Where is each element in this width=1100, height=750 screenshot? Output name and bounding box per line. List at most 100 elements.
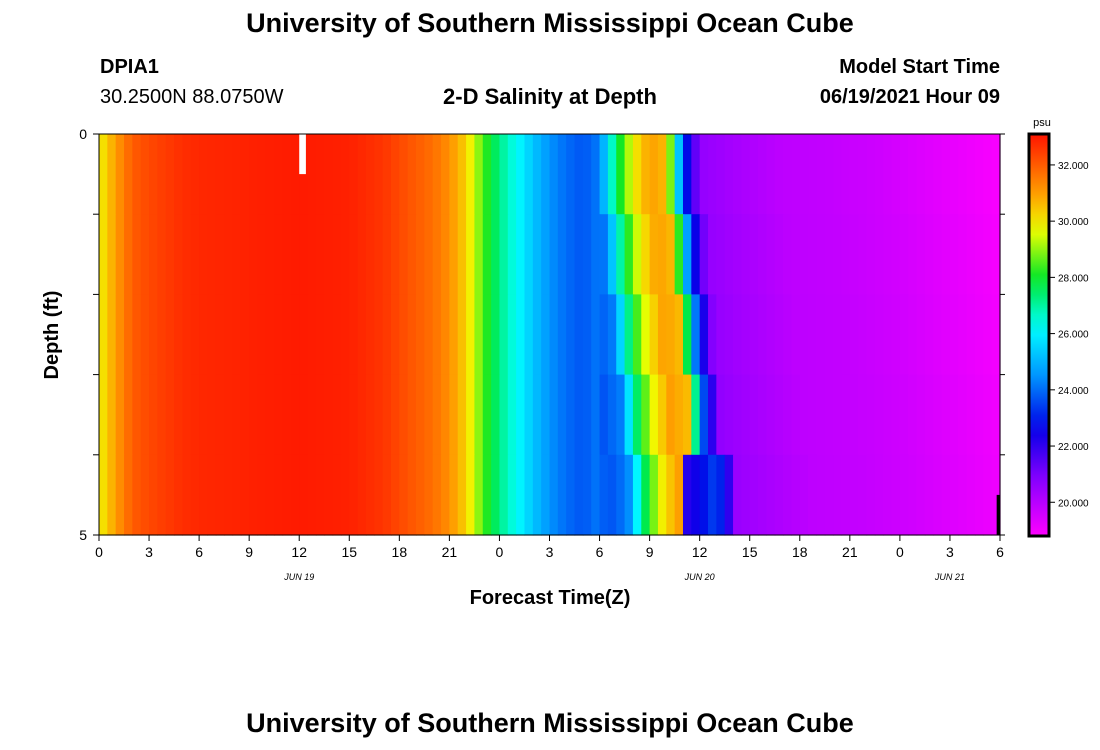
heatmap-cell xyxy=(382,134,392,215)
heatmap-cell xyxy=(891,214,901,295)
heatmap-cell xyxy=(874,134,884,215)
heatmap-cell xyxy=(582,374,592,456)
heatmap-cell xyxy=(708,374,717,456)
heatmap-cell xyxy=(783,134,793,215)
heatmap-cell xyxy=(682,134,692,215)
heatmap-cell xyxy=(833,294,843,376)
heatmap-cell xyxy=(232,454,242,536)
heatmap-cell xyxy=(190,214,200,295)
heatmap-cell xyxy=(657,454,667,536)
heatmap-cell xyxy=(824,374,834,456)
heatmap-cell xyxy=(165,134,175,215)
heatmap-cell xyxy=(265,214,275,295)
heatmap-cell xyxy=(624,134,634,215)
heatmap-cell xyxy=(983,134,993,215)
heatmap-cell xyxy=(407,294,417,376)
heatmap-cell xyxy=(916,374,926,456)
heatmap-cell xyxy=(466,134,476,215)
heatmap-cell xyxy=(307,374,317,456)
heatmap-cell xyxy=(749,454,759,536)
heatmap-cell xyxy=(449,294,459,376)
heatmap-cell xyxy=(132,374,142,456)
heatmap-cell xyxy=(140,374,150,456)
heatmap-cell xyxy=(791,454,801,536)
heatmap-cell xyxy=(199,214,209,295)
heatmap-cell xyxy=(416,134,425,215)
heatmap-cell xyxy=(641,214,651,295)
heatmap-cell xyxy=(866,214,876,295)
heatmap-cell xyxy=(282,134,292,215)
heatmap-cell xyxy=(99,294,108,376)
heatmap-cell xyxy=(657,214,667,295)
heatmap-cell xyxy=(449,374,459,456)
heatmap-cell xyxy=(799,454,809,536)
heatmap-cell xyxy=(691,374,701,456)
heatmap-cell xyxy=(766,454,776,536)
heatmap-cell xyxy=(874,454,884,536)
heatmap-cell xyxy=(115,134,125,215)
heatmap-cell xyxy=(249,294,259,376)
y-axis-label: Depth (ft) xyxy=(41,291,63,380)
heatmap-cell xyxy=(491,374,501,456)
heatmap-cell xyxy=(949,134,959,215)
heatmap-cell xyxy=(908,454,918,536)
heatmap-cell xyxy=(149,134,158,215)
x-tick-label: 0 xyxy=(496,544,504,560)
heatmap-cell xyxy=(107,294,117,376)
x-axis: 0 3 6 9 12 15 18 21 0 3 6 9 12 15 18 21 0 3 6 JUN 19 JUN 20 J… xyxy=(95,535,1004,582)
footer-title: University of Southern Mississippi Ocean… xyxy=(246,708,854,738)
heatmap-cell xyxy=(799,374,809,456)
heatmap-cell xyxy=(908,374,918,456)
heatmap-cell xyxy=(274,214,284,295)
heatmap-cell xyxy=(491,294,501,376)
x-tick-label: 6 xyxy=(195,544,203,560)
x-tick-label: 6 xyxy=(596,544,604,560)
heatmap-cell xyxy=(758,454,767,536)
heatmap-cell xyxy=(941,214,951,295)
heatmap-cell xyxy=(799,214,809,295)
heatmap-cell xyxy=(849,134,859,215)
heatmap-cell xyxy=(265,134,275,215)
heatmap-cell xyxy=(274,294,284,376)
heatmap-cell xyxy=(616,374,626,456)
heatmap-cell xyxy=(741,134,751,215)
heatmap-cell xyxy=(474,134,484,215)
heatmap-cell xyxy=(340,294,350,376)
heatmap-cell xyxy=(908,214,918,295)
heatmap-cell xyxy=(616,294,626,376)
heatmap-cell xyxy=(149,294,158,376)
x-axis-label: Forecast Time(Z) xyxy=(470,587,631,609)
heatmap-cell xyxy=(441,374,450,456)
heatmap-cell xyxy=(557,454,567,536)
heatmap-cell xyxy=(240,294,250,376)
heatmap-cell xyxy=(157,374,167,456)
heatmap-cell xyxy=(833,454,843,536)
heatmap-cell xyxy=(274,454,284,536)
heatmap-cell xyxy=(916,454,926,536)
heatmap-cell xyxy=(290,134,300,215)
heatmap-cell xyxy=(541,294,551,376)
heatmap-cell xyxy=(99,214,108,295)
heatmap-cell xyxy=(632,214,642,295)
heatmap-cell xyxy=(365,294,375,376)
heatmap-cell xyxy=(524,454,534,536)
heatmap-cell xyxy=(724,214,734,295)
heatmap-cell xyxy=(808,134,818,215)
heatmap-cell xyxy=(641,454,651,536)
heatmap-cell xyxy=(541,374,551,456)
heatmap-cell xyxy=(432,294,442,376)
heatmap-cell xyxy=(758,214,767,295)
x-tick-label: 9 xyxy=(646,544,654,560)
heatmap-cell xyxy=(466,374,476,456)
heatmap-cell xyxy=(207,134,217,215)
heatmap-cell xyxy=(257,214,267,295)
heatmap-cell xyxy=(407,214,417,295)
heatmap-cell xyxy=(874,294,884,376)
missing-data-marks xyxy=(299,134,1000,535)
heatmap-cell xyxy=(165,454,175,536)
heatmap-cell xyxy=(657,134,667,215)
heatmap-cell xyxy=(774,214,784,295)
heatmap-cell xyxy=(933,374,943,456)
heatmap-cell xyxy=(174,454,184,536)
heatmap-cell xyxy=(632,374,642,456)
